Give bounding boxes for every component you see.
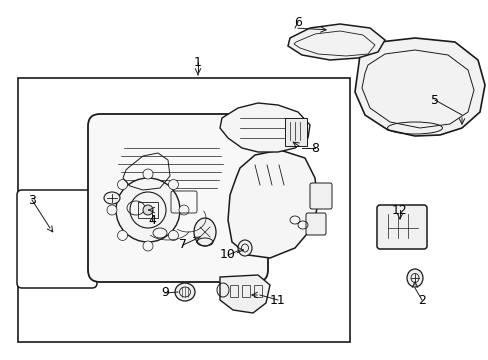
- Bar: [18, 78, 349, 342]
- Polygon shape: [220, 275, 269, 313]
- Circle shape: [142, 205, 153, 215]
- FancyBboxPatch shape: [88, 114, 267, 282]
- Polygon shape: [354, 38, 484, 136]
- Circle shape: [142, 169, 153, 179]
- Text: 1: 1: [194, 55, 202, 68]
- Circle shape: [168, 230, 178, 240]
- Text: 4: 4: [148, 213, 156, 226]
- Circle shape: [179, 205, 189, 215]
- Circle shape: [168, 180, 178, 190]
- FancyBboxPatch shape: [285, 118, 306, 146]
- Circle shape: [107, 205, 117, 215]
- Ellipse shape: [194, 218, 216, 246]
- Polygon shape: [227, 150, 317, 258]
- Ellipse shape: [406, 269, 422, 287]
- Polygon shape: [287, 24, 384, 60]
- FancyBboxPatch shape: [309, 183, 331, 209]
- FancyBboxPatch shape: [17, 190, 97, 288]
- Text: 9: 9: [161, 287, 168, 300]
- Text: 6: 6: [293, 15, 301, 28]
- Text: 3: 3: [28, 194, 36, 207]
- Ellipse shape: [238, 240, 251, 256]
- Text: 5: 5: [430, 94, 438, 107]
- Circle shape: [142, 241, 153, 251]
- Text: 7: 7: [179, 238, 186, 252]
- Text: 12: 12: [391, 203, 407, 216]
- FancyBboxPatch shape: [376, 205, 426, 249]
- Polygon shape: [220, 103, 309, 152]
- Circle shape: [117, 230, 127, 240]
- Text: 11: 11: [269, 293, 285, 306]
- Text: 10: 10: [220, 248, 235, 261]
- FancyBboxPatch shape: [305, 213, 325, 235]
- Ellipse shape: [104, 192, 120, 204]
- Circle shape: [116, 178, 180, 242]
- Text: 8: 8: [310, 141, 318, 154]
- Circle shape: [117, 180, 127, 190]
- Text: 2: 2: [417, 293, 425, 306]
- Ellipse shape: [175, 283, 195, 301]
